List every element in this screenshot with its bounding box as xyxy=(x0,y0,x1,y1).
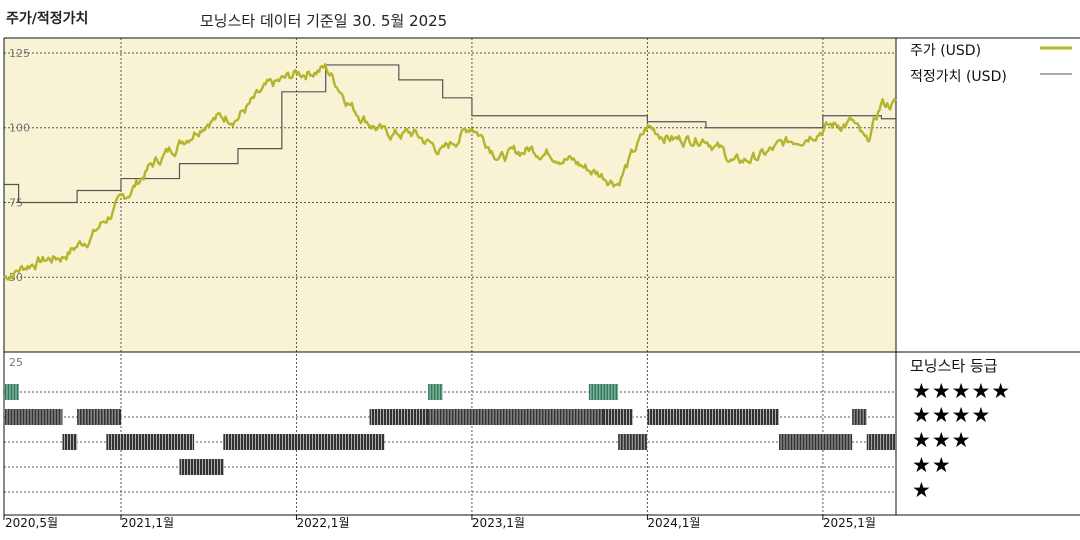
data-date-subtitle: 모닝스타 데이터 기준일 30. 5월 2025 xyxy=(200,12,448,30)
legend-fairvalue-label: 적정가치 (USD) xyxy=(910,69,1007,85)
rating-top-tick: 25 xyxy=(9,356,23,369)
y-tick-label: 75 xyxy=(9,196,23,209)
legend-price-label: 주가 (USD) xyxy=(910,43,982,59)
four-star-label: ★★★★ xyxy=(912,403,992,427)
rating-bar-2-star xyxy=(179,459,224,475)
chart-title: 주가/적정가치 xyxy=(6,11,89,27)
series-layer xyxy=(3,63,897,281)
five-star-label: ★★★★★ xyxy=(912,379,1012,403)
x-tick-label: 2024,1월 xyxy=(647,516,700,530)
rating-bar-3-star xyxy=(223,434,385,450)
rating-history-layer xyxy=(5,384,895,475)
x-axis-ticks: 2020,5월 2021,1월 2022,1월 2023,1월 2024,1월 2025,… xyxy=(3,515,876,530)
rating-bar-5-star xyxy=(588,384,619,400)
x-tick-label: 2021,1월 xyxy=(121,516,174,530)
y-tick-label: 50 xyxy=(9,271,23,284)
rating-bar-3-star xyxy=(779,434,853,450)
price-line xyxy=(3,63,897,281)
rating-bar-4-star xyxy=(369,409,443,425)
x-tick-label: 2023,1월 xyxy=(472,516,525,530)
x-tick-label: 2022,1월 xyxy=(296,516,349,530)
x-tick-label: 2020,5월 xyxy=(5,516,58,530)
upper-plot-background xyxy=(4,38,896,352)
x-tick-label: 2025,1월 xyxy=(823,516,876,530)
rating-bar-4-star xyxy=(77,409,121,425)
fair-value-line xyxy=(4,64,896,204)
rating-bar-3-star xyxy=(618,434,648,450)
rating-bar-5-star xyxy=(5,384,19,400)
two-star-label: ★★ xyxy=(912,453,952,477)
rating-bar-4-star xyxy=(647,409,780,425)
y-tick-label: 125 xyxy=(9,47,30,60)
y-tick-label: 100 xyxy=(9,122,30,135)
rating-bar-4-star xyxy=(603,409,633,425)
rating-panel-title: 모닝스타 등급 xyxy=(910,357,998,375)
three-star-label: ★★★ xyxy=(912,428,972,452)
y-axis-ticks: 125 100 75 50 xyxy=(9,47,30,284)
one-star-label: ★ xyxy=(912,478,932,502)
